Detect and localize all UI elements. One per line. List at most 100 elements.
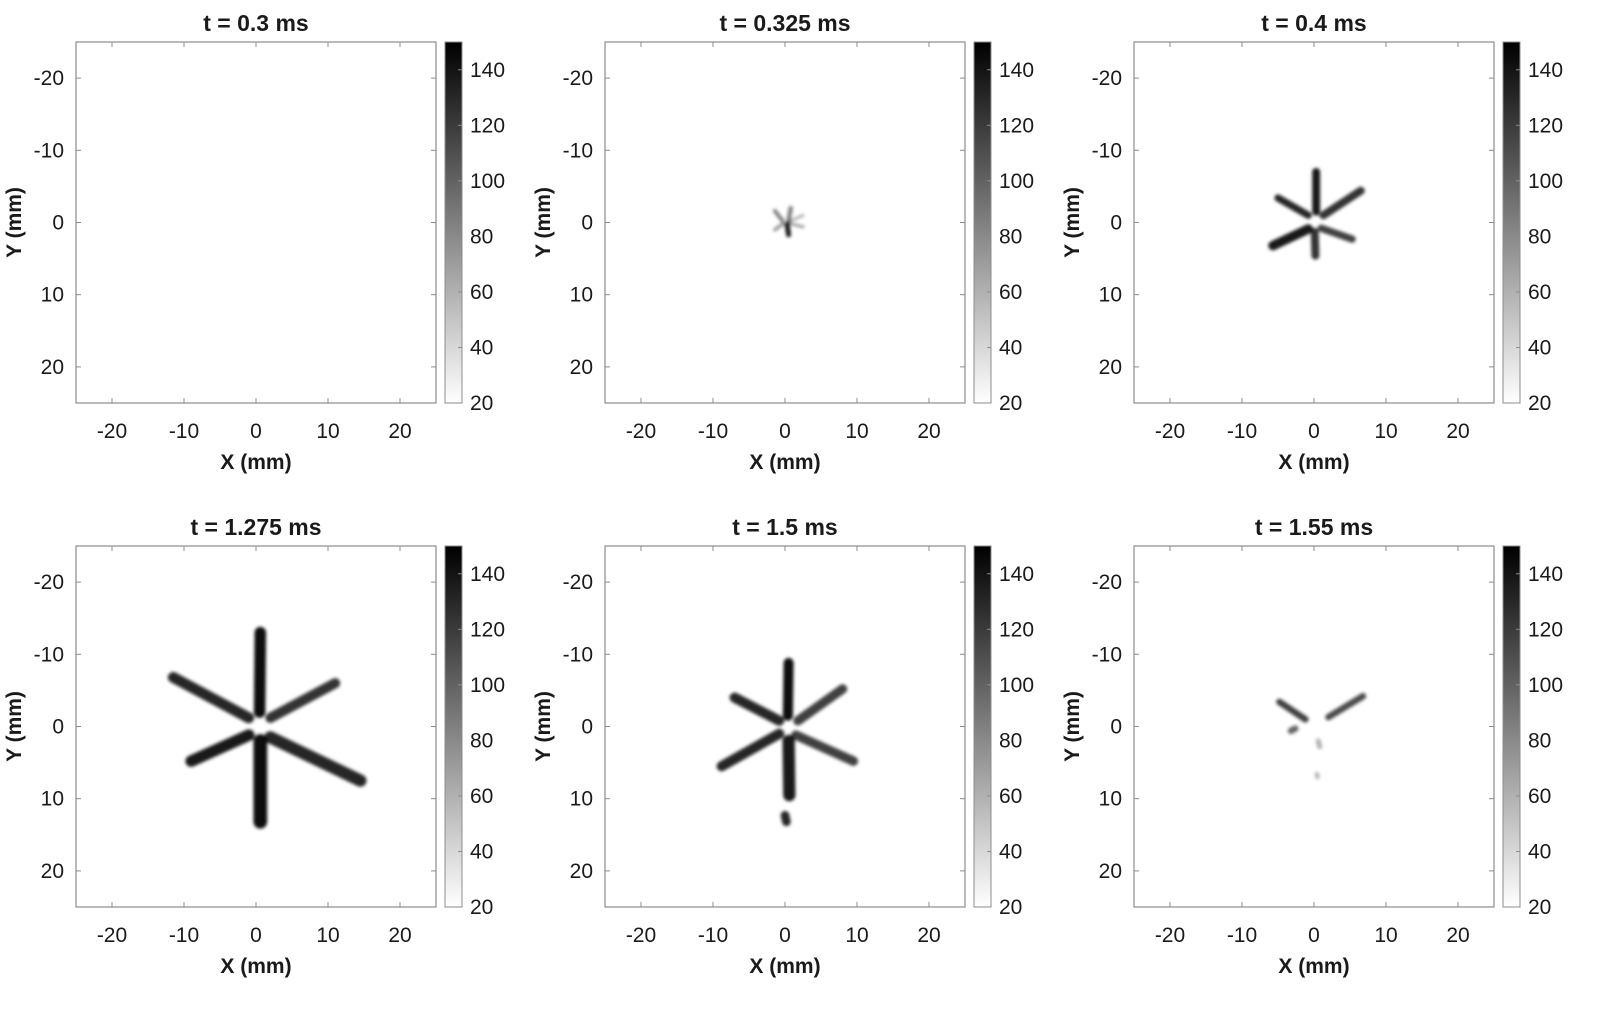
colorbar-tick-label: 40 bbox=[1528, 336, 1551, 359]
x-tick-label: -10 bbox=[698, 924, 728, 947]
spray-plume bbox=[787, 213, 805, 224]
x-axis-label: X (mm) bbox=[1278, 451, 1349, 474]
spray-plume bbox=[167, 672, 255, 724]
y-tick-label: -10 bbox=[563, 139, 593, 162]
plot-area bbox=[1133, 41, 1495, 404]
x-tick-label: 0 bbox=[1308, 420, 1320, 443]
y-tick-label: 10 bbox=[570, 788, 593, 811]
y-tick-label: -10 bbox=[34, 643, 64, 666]
y-tick-label: -20 bbox=[34, 571, 64, 594]
y-tick-label: 20 bbox=[570, 860, 593, 883]
x-tick-label: -10 bbox=[1227, 420, 1257, 443]
chart-panel-2: t = 0.325 ms -20 -10 0 10 20 -20 -10 0 10 20 X (mm)… bbox=[532, 10, 1034, 474]
y-tick-label: 20 bbox=[1099, 860, 1122, 883]
y-tick-label: 20 bbox=[41, 356, 64, 379]
y-tick-label: 20 bbox=[1099, 356, 1122, 379]
y-tick-label: 0 bbox=[1110, 716, 1122, 739]
panel-title: t = 1.5 ms bbox=[732, 514, 837, 540]
colorbar-tick-label: 100 bbox=[470, 674, 505, 697]
spray-plume bbox=[1287, 725, 1299, 735]
colorbar-tick-label: 80 bbox=[999, 225, 1022, 248]
x-axis-label: X (mm) bbox=[749, 955, 820, 978]
spray-plume bbox=[1319, 186, 1365, 220]
x-axis-label: X (mm) bbox=[749, 451, 820, 474]
x-tick-label: 10 bbox=[316, 420, 339, 443]
y-axis-label: Y (mm) bbox=[532, 187, 555, 258]
spray-plume bbox=[780, 810, 791, 827]
spray-plume bbox=[1310, 227, 1320, 260]
spray-plume bbox=[793, 684, 848, 726]
chart-panel-5: t = 1.5 ms -20 -10 0 10 20 -20 -10 0 10 20 X (mm) Y … bbox=[532, 514, 1034, 978]
spray-plume bbox=[253, 626, 267, 718]
y-tick-label: 0 bbox=[52, 716, 64, 739]
colorbar-tick-label: 60 bbox=[999, 281, 1022, 304]
y-tick-label: 0 bbox=[52, 212, 64, 235]
x-tick-label: 20 bbox=[917, 924, 940, 947]
colorbar-tick-label: 20 bbox=[999, 392, 1022, 415]
x-tick-label: 0 bbox=[250, 924, 262, 947]
colorbar-tick-label: 40 bbox=[999, 336, 1022, 359]
spray-plume bbox=[1314, 771, 1320, 780]
x-tick-label: 0 bbox=[779, 420, 791, 443]
colorbar bbox=[1502, 41, 1521, 404]
colorbar-tick-label: 140 bbox=[470, 59, 505, 82]
colorbar-tick-label: 140 bbox=[1528, 563, 1563, 586]
colorbar-tick-label: 60 bbox=[1528, 785, 1551, 808]
plot-area bbox=[75, 545, 437, 908]
y-tick-label: 0 bbox=[581, 716, 593, 739]
x-tick-label: 20 bbox=[388, 924, 411, 947]
spray-plume bbox=[1325, 692, 1367, 721]
plot-area bbox=[604, 545, 966, 908]
colorbar bbox=[1502, 545, 1521, 908]
x-tick-label: -10 bbox=[169, 420, 199, 443]
colorbar-tick-label: 140 bbox=[999, 59, 1034, 82]
spray-plume bbox=[716, 728, 785, 772]
spray-plume bbox=[782, 657, 794, 721]
colorbar-tick-label: 60 bbox=[1528, 281, 1551, 304]
spray-plumes bbox=[1276, 692, 1367, 780]
spray-plume bbox=[1268, 224, 1313, 251]
x-axis-label: X (mm) bbox=[1278, 955, 1349, 978]
panel-title: t = 0.3 ms bbox=[203, 10, 308, 36]
x-tick-label: 10 bbox=[1374, 924, 1397, 947]
spray-plumes bbox=[1268, 168, 1365, 260]
x-tick-label: -20 bbox=[97, 924, 127, 947]
colorbar bbox=[444, 545, 463, 908]
spray-plume bbox=[1317, 224, 1356, 243]
colorbar-tick-label: 40 bbox=[470, 336, 493, 359]
y-axis-label: Y (mm) bbox=[3, 187, 26, 258]
colorbar-tick-label: 140 bbox=[470, 563, 505, 586]
y-tick-label: -20 bbox=[563, 571, 593, 594]
plot-area bbox=[75, 41, 437, 404]
colorbar-tick-label: 60 bbox=[470, 785, 493, 808]
x-tick-label: -20 bbox=[626, 924, 656, 947]
x-tick-label: 10 bbox=[316, 924, 339, 947]
spray-plume bbox=[791, 730, 859, 766]
plot-area bbox=[604, 41, 966, 404]
y-tick-label: 10 bbox=[1099, 284, 1122, 307]
spray-plumes bbox=[772, 205, 805, 238]
y-axis-label: Y (mm) bbox=[3, 691, 26, 762]
y-axis-label: Y (mm) bbox=[1061, 691, 1084, 762]
panel-title: t = 0.325 ms bbox=[719, 10, 850, 36]
y-tick-label: 10 bbox=[41, 788, 64, 811]
y-tick-label: -20 bbox=[1092, 571, 1122, 594]
colorbar-tick-label: 80 bbox=[999, 729, 1022, 752]
y-tick-label: 10 bbox=[570, 284, 593, 307]
colorbar-tick-label: 120 bbox=[1528, 618, 1563, 641]
x-tick-label: 20 bbox=[1446, 924, 1469, 947]
y-tick-label: -10 bbox=[34, 139, 64, 162]
colorbar-tick-label: 80 bbox=[470, 729, 493, 752]
colorbar-tick-label: 100 bbox=[1528, 170, 1563, 193]
y-tick-label: -10 bbox=[1092, 139, 1122, 162]
colorbar-tick-label: 20 bbox=[999, 896, 1022, 919]
x-tick-label: -20 bbox=[1155, 420, 1185, 443]
spray-plume bbox=[1276, 698, 1309, 723]
x-tick-label: 10 bbox=[845, 420, 868, 443]
spray-plume bbox=[265, 678, 341, 723]
x-tick-label: -20 bbox=[97, 420, 127, 443]
x-tick-label: -10 bbox=[1227, 924, 1257, 947]
spray-plume bbox=[786, 221, 805, 229]
spray-plume bbox=[786, 205, 793, 223]
